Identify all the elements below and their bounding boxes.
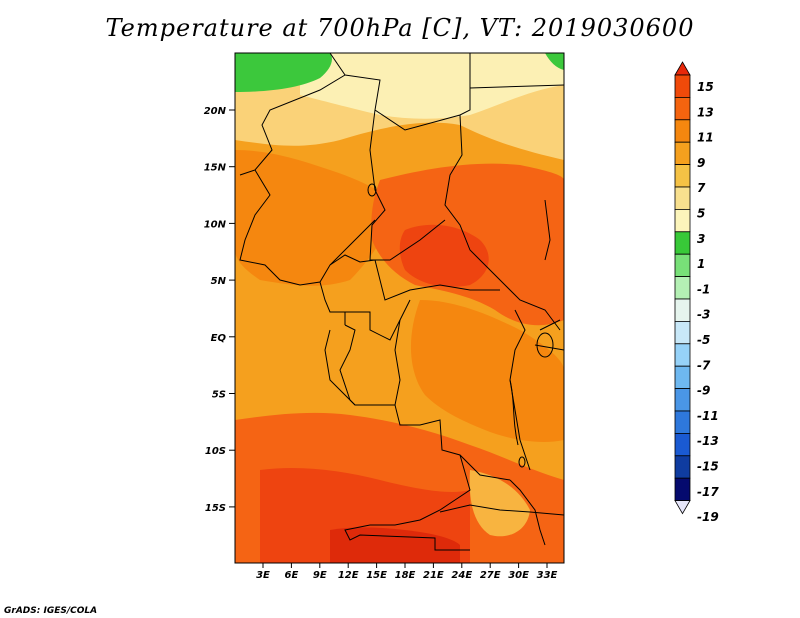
lat-tick-label: 15N [204,163,227,174]
colorbar-label: -3 [697,308,710,322]
colorbar-label: 3 [697,232,705,246]
lat-tick-label: 5S [212,390,226,401]
colorbar-segment [674,97,691,121]
map-title: Temperature at 700hPa [C], VT: 201903060… [105,14,695,42]
colorbar-label: 5 [697,207,705,221]
lon-tick-label: 9E [313,570,327,581]
colorbar-label: -15 [697,460,719,474]
colorbar-segment [674,119,691,143]
colorbar-label: 7 [697,181,706,195]
colorbar-label: 15 [697,80,714,94]
field-orange-dark-east [410,300,564,442]
colorbar-segment [674,276,691,300]
colorbar-label: -7 [697,358,711,372]
colorbar-label: -5 [697,333,710,347]
colorbar-label: -9 [697,384,710,398]
lat-tick-label: 10S [205,446,226,457]
colorbar-segment [674,141,691,165]
lon-tick-label: 6E [285,570,299,581]
country-boundaries [239,53,564,551]
lat-tick-label: 20N [204,106,227,117]
colorbar-label: 1 [697,257,705,271]
field-light-orange-southeast [469,470,530,537]
colorbar-segment [674,298,691,322]
field-orange-dark-west [235,150,400,286]
colorbar-label: -11 [697,409,719,423]
colorbar-segment [674,455,691,479]
colorbar-segment [674,186,691,210]
lon-tick-label: 18E [395,570,416,581]
lon-axis: 3E 6E 9E 12E 15E 18E 21E 24E 27E 30E 33E [256,563,558,581]
colorbar-label: 11 [697,131,714,145]
colorbar-segment [674,253,691,277]
lat-axis: 20N 15N 10N 5N EQ 5S 10S 15S [204,106,235,514]
colorbar-segment [674,231,691,255]
lon-tick-label: 12E [338,570,359,581]
lon-tick-label: 15E [366,570,387,581]
field-light-yellow-northeast [470,53,546,93]
colorbar-segment [674,388,691,412]
field-green-north-east [545,53,564,70]
plot-frame [234,52,565,564]
colorbar-label: 13 [697,105,714,119]
field-green-north [235,53,332,92]
colorbar-segment [674,208,691,233]
colorbar-label: -13 [697,434,719,448]
lon-tick-label: 33E [537,570,558,581]
lon-tick-label: 24E [451,570,472,581]
lakes [367,183,554,468]
colorbar-segment [674,432,691,457]
colorbar-segment [674,365,691,390]
colorbar-label: -1 [697,282,710,296]
colorbar-segment [674,477,691,502]
lon-tick-label: 27E [480,570,501,581]
lat-tick-label: 15S [205,503,226,514]
lat-tick-label: EQ [211,333,227,344]
colorbar-label: -19 [697,510,719,524]
lon-tick-label: 30E [508,570,529,581]
lat-tick-label: 10N [204,219,227,230]
colorbar-segment [674,343,691,367]
colorbar-top-arrow [674,61,691,76]
colorbar-segment [674,74,691,98]
colorbar-label: -17 [697,485,719,499]
colorbar-segment [674,164,691,188]
temperature-field [235,53,564,563]
colorbar-label: 9 [697,156,705,170]
colorbar-segment [674,410,691,434]
colorbar-segment [674,320,691,345]
lon-tick-label: 3E [256,570,270,581]
lon-tick-label: 21E [423,570,444,581]
colorbar: 15 13 11 9 7 5 3 1 -1 -3 -5 -7 -9 -11 -13 -15 -17 -19 [674,61,719,524]
field-deep-red-south [330,527,460,563]
credit-text: GrADS: IGES/COLA [4,606,97,616]
lat-tick-label: 5N [211,276,227,287]
colorbar-bottom-arrow [674,500,691,515]
